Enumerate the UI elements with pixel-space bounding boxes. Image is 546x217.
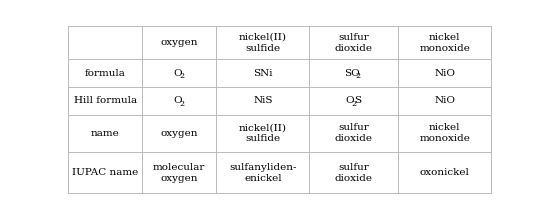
Text: oxonickel: oxonickel bbox=[420, 168, 470, 177]
Text: NiO: NiO bbox=[435, 96, 455, 105]
Text: name: name bbox=[91, 129, 120, 138]
Text: nickel(II)
sulfide: nickel(II) sulfide bbox=[239, 123, 287, 143]
Text: Hill formula: Hill formula bbox=[74, 96, 137, 105]
Text: nickel(II)
sulfide: nickel(II) sulfide bbox=[239, 33, 287, 53]
Text: sulfur
dioxide: sulfur dioxide bbox=[335, 123, 373, 143]
Text: IUPAC name: IUPAC name bbox=[72, 168, 138, 177]
Text: NiO: NiO bbox=[435, 69, 455, 78]
Text: 2: 2 bbox=[179, 100, 184, 108]
Text: O: O bbox=[173, 69, 182, 78]
Text: O: O bbox=[346, 96, 354, 105]
Text: SNi: SNi bbox=[253, 69, 272, 78]
Text: oxygen: oxygen bbox=[161, 129, 198, 138]
Text: sulfur
dioxide: sulfur dioxide bbox=[335, 163, 373, 183]
Text: oxygen: oxygen bbox=[161, 38, 198, 47]
Text: sulfur
dioxide: sulfur dioxide bbox=[335, 33, 373, 53]
Text: molecular
oxygen: molecular oxygen bbox=[153, 163, 205, 183]
Text: 2: 2 bbox=[179, 72, 184, 80]
Text: formula: formula bbox=[85, 69, 126, 78]
Text: 2: 2 bbox=[352, 100, 357, 108]
Text: 2: 2 bbox=[356, 72, 361, 80]
Text: NiS: NiS bbox=[253, 96, 272, 105]
Text: sulfanyliden-
enickel: sulfanyliden- enickel bbox=[229, 163, 296, 183]
Text: S: S bbox=[354, 96, 361, 105]
Text: SO: SO bbox=[345, 69, 360, 78]
Text: nickel
monoxide: nickel monoxide bbox=[419, 123, 470, 143]
Text: O: O bbox=[173, 96, 182, 105]
Text: nickel
monoxide: nickel monoxide bbox=[419, 33, 470, 53]
